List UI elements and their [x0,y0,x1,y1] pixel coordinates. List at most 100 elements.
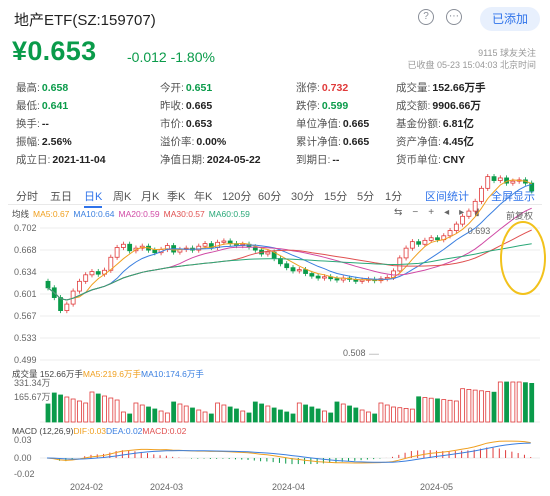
legend-item: MA20:0.59 [118,209,160,219]
volume-bar [472,389,478,423]
volume-bar [409,408,415,423]
stat-label: 振幅: [16,136,40,148]
candle [460,215,466,225]
period-tab[interactable]: 周K [113,191,132,203]
volume-bar [422,397,428,423]
volume-bar [102,395,107,423]
candle [89,271,95,276]
volume-bar [240,410,246,423]
volume-bar [95,393,101,423]
added-button[interactable]: 已添加 [480,7,540,31]
period-tab[interactable]: 1分 [385,191,403,203]
volume-bar [428,397,434,423]
volume-bar [70,398,76,423]
stat-label: 今开: [160,82,184,94]
period-tab[interactable]: 季K [167,191,186,203]
stat-value: 2024-05-22 [206,154,261,166]
fullscreen-link[interactable]: 全屏显示 [491,191,535,203]
chart-tool-icon[interactable]: ▮ [474,207,480,218]
stat-label: 溢价率: [160,136,195,148]
volume-bar [259,403,264,423]
volume-bar [83,402,89,423]
volume-bar [296,402,302,423]
price-tick-label: 0.668 [14,245,37,255]
stat-value: 152.66万手 [432,82,486,94]
period-tab[interactable]: 120分 [222,191,252,203]
period-tab[interactable]: 月K [141,191,160,203]
stat-value: 9906.66万 [432,100,481,112]
candle [472,200,478,212]
stat-value: 0.665 [342,136,370,148]
volume-bar [139,404,145,423]
current-price: ¥0.653 [12,36,97,66]
chart-tool-icon[interactable]: + [428,207,435,218]
page-title: 地产ETF(SZ:159707) [14,12,156,29]
macd-tick-label: -0.02 [14,469,35,479]
legend-item: MA10:174.6万手 [141,369,204,379]
interval-stats-link[interactable]: 区间统计 [425,191,469,203]
candle [284,263,290,269]
more-icon[interactable]: ⋯ [446,9,462,25]
price-tick-label: 0.567 [14,311,37,321]
stat-item: 单位净值: 0.665 [296,116,369,131]
stat-value: 0.665 [185,100,213,112]
stat-value: 4.45亿 [442,136,474,148]
volume-bar [127,413,133,423]
chart-tool-icon[interactable]: ▸ [459,207,465,218]
period-tab[interactable]: 日K [84,188,103,208]
stat-label: 基金份额: [396,118,441,130]
period-tab[interactable]: 五日 [50,191,72,203]
candle [296,269,302,272]
volume-bar [221,404,227,423]
stat-label: 成交量: [396,82,431,94]
chart-tool-icon[interactable]: ⇆ [394,207,403,218]
period-tab[interactable]: 15分 [324,191,348,203]
volume-bar [466,388,472,423]
stat-label: 成立日: [16,154,51,166]
stat-value: 0.599 [321,100,349,112]
date-tick-label: 2024-03 [150,482,183,492]
legend-item: MACD:0.02 [142,426,187,436]
period-tab[interactable]: 5分 [357,191,375,203]
candle [114,247,120,258]
dif-line [46,440,531,464]
volume-bar [133,402,139,423]
candle [334,278,340,281]
volume-tick-label: 165.67万 [14,392,51,402]
price-tick-label: 0.533 [14,333,37,343]
candle [428,237,434,241]
period-tab[interactable]: 60分 [258,191,282,203]
highlight-circle [500,221,546,295]
volume-bar [529,382,535,423]
candle [485,176,491,189]
chart-tool-icon[interactable]: ◂ [444,207,450,218]
stat-label: 昨收: [160,100,184,112]
revert-label: 前复权 [506,210,533,221]
candle [315,275,321,279]
stat-item: 基金份额: 6.81亿 [396,116,474,131]
candle [83,274,89,282]
volume-bar [208,413,214,423]
period-tab[interactable]: 分时 [16,191,38,203]
volume-legend: 成交量 152.66万手MA5:219.6万手MA10:174.6万手 [12,368,204,380]
chart-tool-icon[interactable]: − [412,207,419,218]
volume-tick-label: 331.34万 [14,378,51,388]
volume-bar [384,404,390,423]
ma-legend: 均线 MA5:0.67 MA10:0.64 MA20:0.59 MA30:0.57 MA6… [12,208,254,220]
help-icon[interactable]: ? [418,9,434,25]
stat-label: 最低: [16,100,40,112]
volume-bar [234,408,239,423]
macd-tick-label: 0.03 [14,435,32,445]
volume-bar [114,399,120,423]
period-tab[interactable]: 年K [194,191,213,203]
stat-value: 0.665 [342,118,370,130]
stat-item: 振幅: 2.56% [16,134,72,149]
stat-item: 市价: 0.653 [160,116,212,131]
candle [221,240,227,243]
volume-bar [497,381,503,423]
volume-bar [504,381,509,423]
stat-label: 跌停: [296,100,320,112]
stat-label: 涨停: [296,82,320,94]
period-tab[interactable]: 30分 [291,191,315,203]
